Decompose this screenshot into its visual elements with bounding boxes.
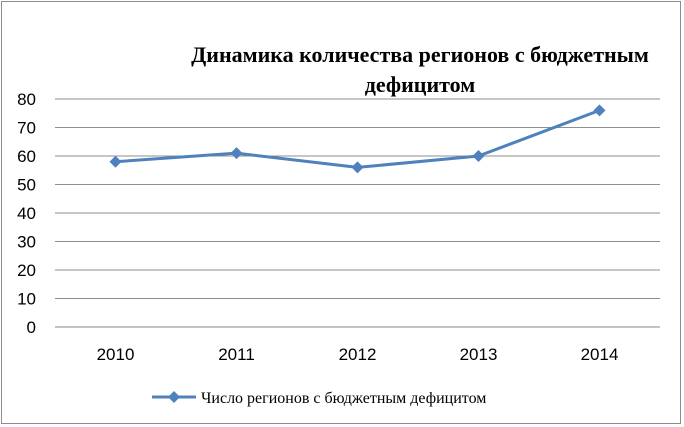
x-tick-label: 2011 — [218, 345, 255, 364]
data-point-marker — [109, 155, 122, 168]
y-tick-label: 40 — [17, 204, 36, 223]
data-point-marker — [472, 150, 485, 162]
data-point-marker — [593, 104, 606, 117]
legend-label: Число регионов с бюджетным дефицитом — [201, 390, 486, 407]
x-tick-label: 2014 — [581, 345, 619, 364]
y-tick-label: 60 — [17, 147, 36, 166]
y-tick-label: 30 — [17, 233, 36, 252]
y-tick-label: 80 — [17, 90, 36, 109]
y-tick-label: 50 — [17, 176, 36, 195]
x-tick-label: 2013 — [460, 345, 498, 364]
data-point-marker — [351, 161, 364, 174]
data-point-marker — [230, 147, 243, 160]
chart-title: Динамика количества регионов с бюджетным… — [191, 42, 649, 97]
x-tick-label: 2012 — [339, 345, 377, 364]
y-tick-label: 0 — [27, 318, 36, 337]
y-tick-label: 10 — [17, 290, 36, 309]
y-tick-label: 20 — [17, 261, 36, 280]
y-tick-label: 70 — [17, 119, 36, 138]
x-tick-label: 2010 — [97, 345, 135, 364]
series-line — [115, 108, 601, 169]
legend-marker-icon — [168, 391, 180, 403]
